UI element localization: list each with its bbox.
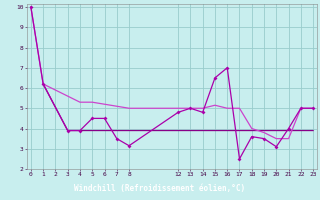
Text: Windchill (Refroidissement éolien,°C): Windchill (Refroidissement éolien,°C) [75, 184, 245, 193]
